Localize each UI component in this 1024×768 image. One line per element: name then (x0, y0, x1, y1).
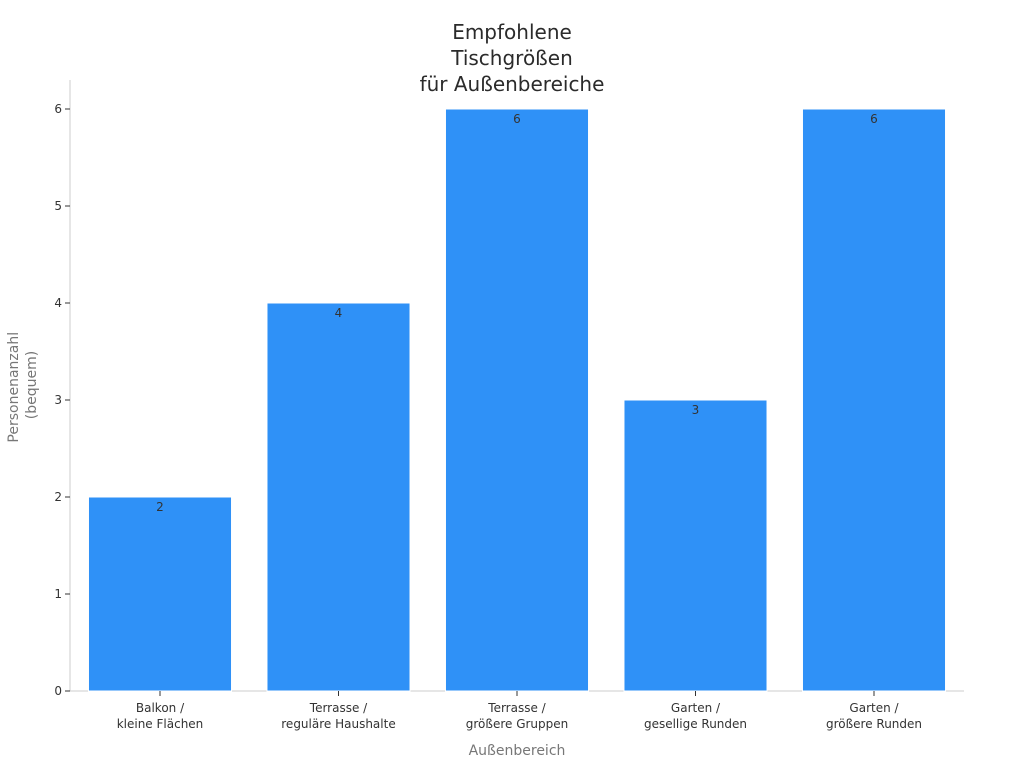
y-tick-label: 5 (54, 199, 62, 213)
x-tick-label: gesellige Runden (644, 717, 747, 731)
bar-data-label: 6 (513, 112, 521, 126)
x-tick-label: Terrasse / (487, 701, 546, 715)
y-axis-label: Personenanzahl (bequem) (6, 327, 40, 442)
y-axis-label-line-1: Personenanzahl (6, 332, 22, 443)
bars-layer: 2 4 6 3 6 (87, 108, 947, 692)
bar (87, 496, 233, 692)
bar-data-label: 4 (335, 306, 343, 320)
bar (623, 399, 768, 692)
chart-title-line-1: Empfohlene (452, 20, 572, 44)
y-tick-label: 0 (54, 684, 62, 698)
chart-title-line-3: für Außenbereiche (419, 72, 605, 96)
chart-title-line-2: Tischgrößen (451, 46, 573, 70)
y-tick-label: 1 (54, 587, 62, 601)
bar-data-label: 2 (156, 500, 164, 514)
x-tick-label: reguläre Haushalte (281, 717, 395, 731)
x-tick-label: Garten / (671, 701, 721, 715)
x-tick-label: kleine Flächen (117, 717, 204, 731)
y-axis-label-line-2: (bequem) (24, 351, 40, 419)
bar-data-label: 3 (692, 403, 700, 417)
x-axis-label: Außenbereich (469, 743, 566, 759)
x-tick-label: Garten / (849, 701, 899, 715)
x-tick-label: Balkon / (136, 701, 185, 715)
bar (444, 108, 590, 692)
x-tick-label: Terrasse / (309, 701, 368, 715)
y-tick-label: 4 (54, 296, 62, 310)
bar (266, 302, 411, 692)
y-tick-label: 2 (54, 490, 62, 504)
y-tick-label: 6 (54, 102, 62, 116)
x-tick-label: größere Runden (826, 717, 922, 731)
bar (801, 108, 947, 692)
bar-data-label: 6 (870, 112, 878, 126)
x-tick-label: größere Gruppen (466, 717, 569, 731)
ticks-layer: 0 1 2 3 4 5 6 Balkon / kleine Flächen Terrasse / r… (54, 102, 922, 731)
y-tick-label: 3 (54, 393, 62, 407)
